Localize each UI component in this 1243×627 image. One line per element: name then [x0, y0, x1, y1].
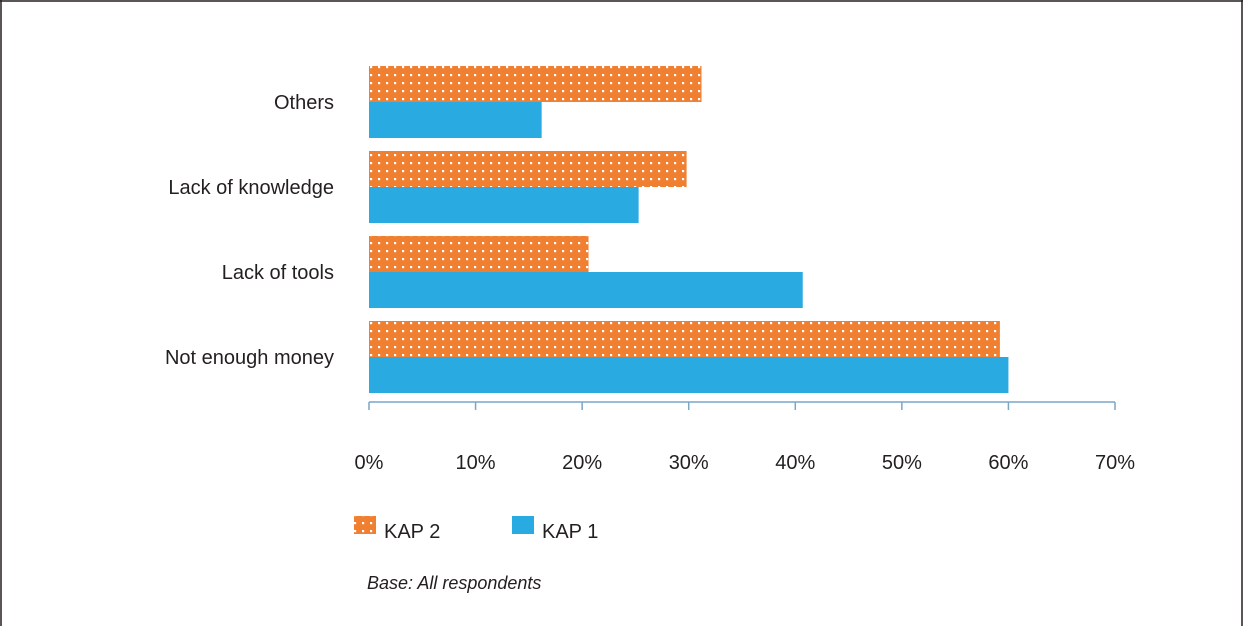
- x-tick-label: 10%: [456, 452, 496, 474]
- x-axis: [368, 401, 1116, 410]
- bars-group: [369, 66, 1009, 393]
- bar-kap-2-not-enough-money: [369, 321, 1000, 357]
- bar-kap-1-lack-of-knowledge: [369, 187, 639, 223]
- bar-kap-1-lack-of-tools: [369, 272, 803, 308]
- bar-kap-1-others: [369, 102, 542, 138]
- x-tick-labels: 0% 10% 20% 30% 40% 50% 60% 70%: [355, 452, 1136, 474]
- category-label-lack-of-knowledge: Lack of knowledge: [168, 177, 334, 199]
- x-tick-label: 30%: [669, 452, 709, 474]
- x-tick-label: 0%: [355, 452, 384, 474]
- x-tick-label: 20%: [562, 452, 602, 474]
- x-tick-label: 50%: [882, 452, 922, 474]
- legend: KAP 2 KAP 1: [354, 516, 598, 543]
- bar-kap-1-not-enough-money: [369, 357, 1009, 393]
- x-tick-label: 70%: [1095, 452, 1135, 474]
- category-label-lack-of-tools: Lack of tools: [222, 262, 334, 284]
- bar-kap-2-lack-of-tools: [369, 236, 589, 272]
- bar-kap-2-lack-of-knowledge: [369, 151, 687, 187]
- category-label-not-enough-money: Not enough money: [165, 347, 334, 369]
- legend-swatch-kap-2: [354, 516, 376, 534]
- x-tick-label: 40%: [775, 452, 815, 474]
- legend-swatch-kap-1: [512, 516, 534, 534]
- category-labels: Others Lack of knowledge Lack of tools Not …: [165, 92, 334, 369]
- base-note: Base: All respondents: [367, 573, 541, 593]
- legend-label-kap-1: KAP 1: [542, 521, 598, 543]
- legend-label-kap-2: KAP 2: [384, 521, 440, 543]
- bar-kap-2-others: [369, 66, 702, 102]
- category-label-others: Others: [274, 92, 334, 114]
- x-tick-label: 60%: [988, 452, 1028, 474]
